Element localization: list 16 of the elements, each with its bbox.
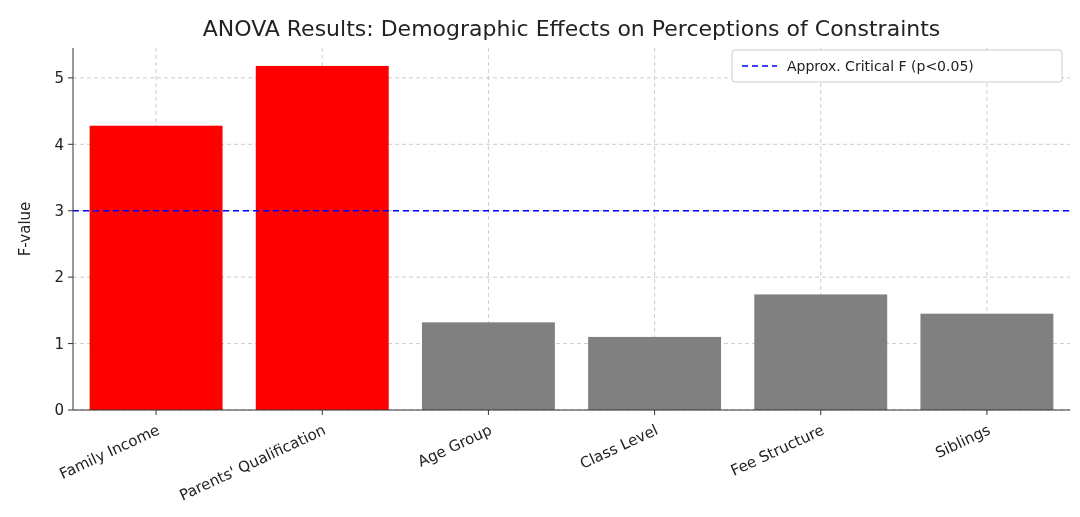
bar bbox=[89, 125, 223, 410]
y-tick-label: 4 bbox=[54, 135, 64, 154]
legend-label: Approx. Critical F (p<0.05) bbox=[787, 57, 974, 74]
bar bbox=[920, 313, 1054, 410]
y-tick-label: 2 bbox=[54, 268, 64, 287]
y-tick-label: 3 bbox=[54, 201, 64, 220]
bar bbox=[421, 322, 555, 410]
y-tick-label: 1 bbox=[54, 334, 64, 353]
bar bbox=[754, 294, 888, 410]
bar bbox=[588, 336, 722, 410]
y-tick-label: 0 bbox=[54, 401, 64, 420]
chart-title: ANOVA Results: Demographic Effects on Perceptions of Constraints bbox=[202, 16, 941, 41]
y-tick-label: 5 bbox=[54, 69, 64, 88]
y-axis-title: F-value bbox=[16, 201, 34, 257]
x-tick-label: Age Group bbox=[414, 420, 495, 471]
bar bbox=[255, 65, 389, 410]
